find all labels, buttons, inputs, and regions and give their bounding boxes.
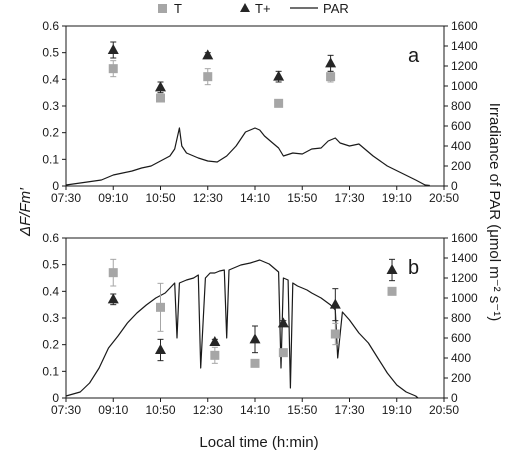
y-tick-label-left: 0.1	[42, 364, 59, 378]
x-tick-label: 09:10	[98, 191, 128, 205]
y-tick-label-left: 0.5	[42, 258, 59, 272]
point-t	[387, 286, 397, 296]
x-tick-label: 17:30	[334, 403, 364, 417]
y-tick-label-right: 1400	[451, 251, 478, 265]
x-tick-label: 12:30	[193, 191, 223, 205]
point-t-plus	[386, 264, 398, 274]
point-t	[326, 72, 336, 82]
par-line	[65, 259, 419, 399]
y-tick-label-right: 600	[451, 119, 471, 133]
point-t-plus	[155, 344, 166, 354]
y-tick-label-left: 0	[52, 391, 59, 405]
x-tick-label: 17:30	[334, 191, 364, 205]
x-tick-label: 19:10	[382, 191, 412, 205]
y-tick-label-left: 0.2	[42, 338, 59, 352]
x-tick-label: 07:30	[51, 191, 81, 205]
y-tick-label-right: 800	[451, 99, 471, 113]
legend-label-t: T	[174, 1, 182, 16]
y-tick-label-left: 0.3	[42, 99, 59, 113]
point-t	[210, 350, 220, 360]
y-tick-label-right: 600	[451, 331, 471, 345]
point-t	[203, 72, 213, 82]
y-tick-label-right: 400	[451, 351, 471, 365]
panel-a: 07:30 09:10 10:50 12:30 14:10 15:50 17:30 19:10…	[42, 19, 478, 205]
point-t-plus	[209, 336, 221, 346]
y-tick-label-right: 200	[451, 159, 471, 173]
x-tick-label: 09:10	[98, 403, 128, 417]
y-tick-label-right: 1000	[451, 79, 478, 93]
y-tick-label-left: 0	[52, 179, 59, 193]
legend-swatch-t	[158, 4, 167, 13]
point-t	[274, 98, 284, 108]
y-tick-label-left: 0.4	[42, 284, 59, 298]
y-tick-label-right: 800	[451, 311, 471, 325]
panel-b: 07:30 09:10 10:50 12:30 14:10 15:50 17:30 19:10…	[42, 231, 478, 417]
x-tick-label: 20:50	[429, 191, 459, 205]
y-tick-label-left: 0.4	[42, 72, 59, 86]
panel-label: b	[408, 257, 419, 279]
point-t-plus	[273, 70, 285, 81]
point-t	[108, 64, 118, 74]
y-tick-label-left: 0.6	[42, 19, 59, 33]
x-tick-label: 14:10	[240, 191, 270, 205]
x-tick-label: 07:30	[51, 403, 81, 417]
x-tick-label: 19:10	[382, 403, 412, 417]
point-t-plus	[329, 298, 341, 309]
point-t-plus	[107, 293, 119, 304]
y-tick-label-left: 0.2	[42, 126, 59, 140]
par-line	[65, 127, 430, 187]
y-tick-label-right: 200	[451, 371, 471, 385]
x-tick-label: 15:50	[287, 191, 317, 205]
panel-label: a	[408, 45, 420, 67]
y-tick-label-left: 0.6	[42, 231, 59, 245]
y-tick-label-right: 1600	[451, 19, 478, 33]
y-tick-label-left: 0.1	[42, 152, 59, 166]
y-tick-label-right: 1000	[451, 291, 478, 305]
y-axis-title-left: ΔF/Fm′	[17, 187, 34, 237]
legend: T T+ PAR	[158, 1, 349, 16]
y-tick-label-right: 1400	[451, 39, 478, 53]
point-t-plus	[202, 49, 214, 60]
point-t-plus	[249, 333, 261, 344]
x-tick-label: 20:50	[429, 403, 459, 417]
y-tick-label-right: 1200	[451, 271, 478, 285]
point-t-plus	[107, 44, 119, 54]
x-tick-label: 15:50	[287, 403, 317, 417]
y-tick-label-right: 400	[451, 139, 471, 153]
y-axis-title-right: Irradiance of PAR (μmol m⁻² s⁻¹)	[486, 103, 503, 321]
point-t	[278, 348, 288, 358]
legend-label-t-plus: T+	[255, 1, 271, 16]
y-tick-label-right: 0	[451, 179, 458, 193]
point-t	[156, 302, 165, 312]
y-tick-label-right: 1600	[451, 231, 478, 245]
point-t	[156, 93, 165, 103]
point-t	[330, 329, 340, 339]
y-tick-label-right: 1200	[451, 59, 478, 73]
point-t-plus	[277, 317, 289, 328]
x-tick-label: 10:50	[145, 191, 175, 205]
plot-frame	[65, 25, 445, 187]
point-t	[108, 268, 118, 278]
point-t-plus	[325, 57, 337, 68]
point-t-plus	[155, 81, 166, 92]
y-tick-label-left: 0.3	[42, 311, 59, 325]
legend-label-par: PAR	[323, 1, 349, 16]
x-tick-label: 12:30	[193, 403, 223, 417]
x-tick-label: 10:50	[145, 403, 175, 417]
legend-swatch-t-plus	[240, 3, 250, 12]
x-axis-title: Local time (h:min)	[199, 434, 318, 451]
y-tick-label-left: 0.5	[42, 46, 59, 60]
x-tick-label: 14:10	[240, 403, 270, 417]
y-tick-label-right: 0	[451, 391, 458, 405]
point-t	[250, 358, 260, 368]
